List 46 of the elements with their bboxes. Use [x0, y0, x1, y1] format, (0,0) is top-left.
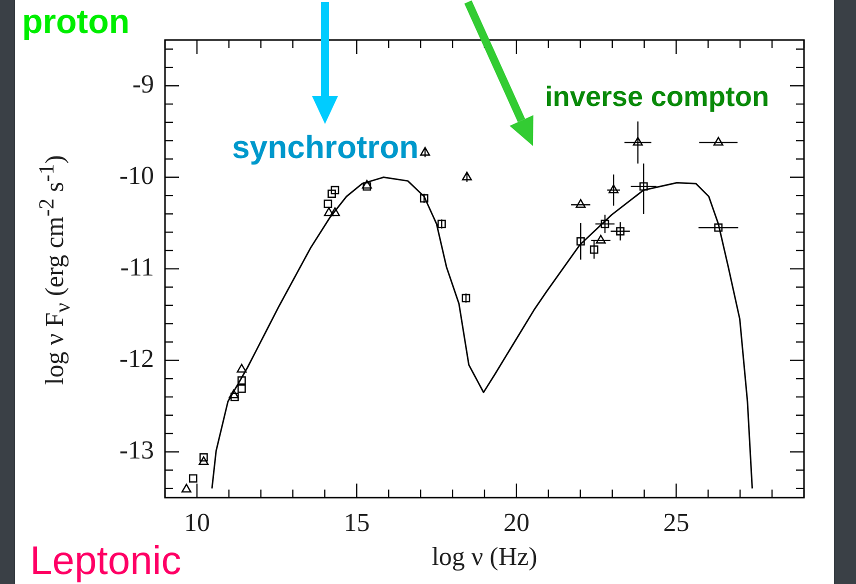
annotation: synchrotron: [232, 128, 419, 166]
point: [188, 474, 198, 483]
point: [608, 184, 619, 194]
point: [237, 376, 246, 385]
point: [324, 207, 334, 216]
point: [181, 484, 192, 493]
point: [237, 384, 246, 393]
annotation: inverse compton: [545, 80, 770, 114]
point: [420, 194, 428, 203]
point: [330, 186, 340, 194]
y-tick-label: -10: [119, 161, 154, 190]
point: [230, 392, 239, 402]
point: [236, 364, 247, 373]
x-tick-label: 25: [663, 508, 690, 538]
x-tick-label: 15: [344, 508, 370, 538]
point: [420, 146, 430, 156]
point: [576, 199, 586, 208]
y-tick-label: -12: [119, 344, 154, 374]
point: [713, 136, 724, 146]
point: [462, 294, 470, 302]
point: [438, 220, 446, 228]
point: [198, 456, 209, 466]
x-axis-title: log ν (Hz): [432, 542, 538, 572]
x-tick-label: 10: [184, 508, 210, 538]
point: [330, 207, 340, 216]
point: [199, 453, 208, 462]
text: Leptonic: [30, 538, 182, 584]
y-tick-label: -13: [119, 436, 154, 465]
point: [328, 190, 336, 198]
point: [462, 172, 472, 180]
y-tick-label: -11: [120, 252, 154, 282]
point: [616, 227, 624, 236]
y-tick-label: -9: [132, 70, 154, 99]
point: [596, 234, 606, 244]
point: [362, 182, 372, 191]
point: [714, 223, 723, 232]
point: [590, 245, 598, 254]
x-tick-label: 20: [503, 508, 530, 538]
point: [362, 180, 372, 189]
text: proton: [22, 2, 130, 42]
point: [228, 389, 239, 398]
point: [639, 182, 648, 191]
point: [600, 220, 610, 228]
point: [324, 200, 332, 208]
point: [632, 136, 643, 146]
point: [576, 237, 585, 246]
